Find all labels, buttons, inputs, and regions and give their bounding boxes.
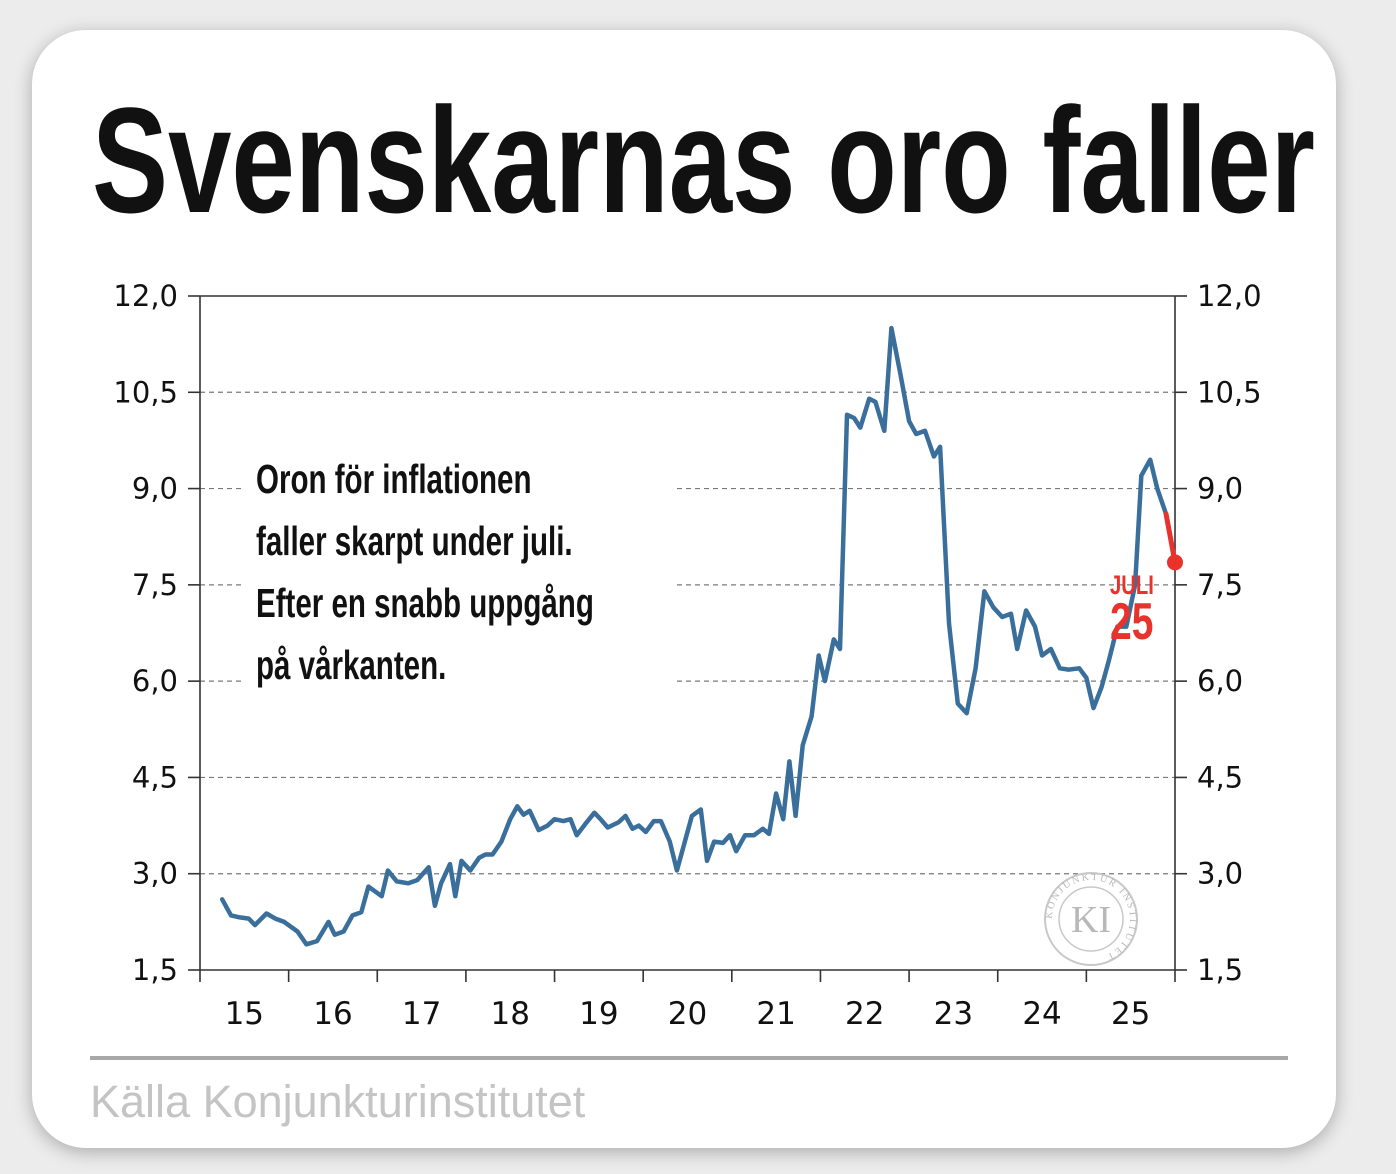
y-tick-labels-right: 1,5 3,0 4,5 6,0 7,5 9,0 10,5 12,0: [1197, 279, 1262, 987]
y-tick-label: 6,0: [1197, 664, 1243, 698]
footer-divider: [90, 1056, 1288, 1060]
annotation-background: [244, 440, 676, 708]
y-tick-label: 12,0: [113, 279, 178, 313]
annotation-line-2: faller skarpt under juli.: [256, 518, 573, 564]
x-tick-label: 23: [934, 996, 973, 1032]
series-line: [219, 325, 1169, 947]
annotation-line-1: Oron för inflationen: [256, 456, 532, 502]
x-tick-label: 21: [756, 996, 795, 1032]
x-tick-label: 19: [579, 996, 618, 1032]
y-tick-label: 7,5: [132, 568, 178, 602]
x-tick-label: 24: [1022, 996, 1061, 1032]
y-tick-label: 3,0: [1197, 857, 1243, 891]
x-tick-label: 17: [402, 996, 441, 1032]
y-tick-label: 1,5: [132, 953, 178, 987]
chart-title: Svenskarnas oro faller: [92, 76, 1315, 244]
ki-logo: KONJUNKTUR INSTITUTET KI: [1044, 872, 1138, 966]
gridlines: [200, 295, 1175, 875]
x-tick-label: 22: [845, 996, 884, 1032]
x-tick-label: 20: [668, 996, 707, 1032]
x-tick-label: 25: [1111, 996, 1150, 1032]
x-tick-labels: 15 16 17 18 19 20 21 22 23 24 25: [225, 996, 1151, 1032]
latest-point: [1167, 554, 1183, 571]
y-tick-label: 6,0: [132, 664, 178, 698]
source-label: Källa Konjunkturinstitutet: [90, 1076, 586, 1127]
y-tick-label: 10,5: [113, 375, 178, 409]
x-tick-label: 18: [491, 996, 530, 1032]
y-tick-label: 4,5: [132, 760, 178, 794]
line-chart: 1,5 3,0 4,5 6,0 7,5 9,0 10,5 12,0 1,5 3,0 4,5 6,0 7…: [113, 279, 1262, 1032]
axes: [188, 295, 1187, 982]
annotation-text: Oron för inflationen faller skarpt under…: [256, 448, 594, 696]
y-tick-label: 7,5: [1197, 568, 1243, 602]
logo-text: KI: [1071, 899, 1111, 941]
y-tick-labels-left: 1,5 3,0 4,5 6,0 7,5 9,0 10,5 12,0: [113, 279, 178, 987]
y-tick-label: 12,0: [1197, 279, 1262, 313]
y-tick-label: 1,5: [1197, 953, 1243, 987]
y-tick-label: 9,0: [1197, 472, 1243, 506]
y-tick-label: 3,0: [132, 857, 178, 891]
y-tick-label: 10,5: [1197, 375, 1262, 409]
marker-month-label: JULI: [1110, 570, 1154, 600]
x-tick-label: 16: [313, 996, 352, 1032]
y-tick-label: 4,5: [1197, 760, 1243, 794]
highlight-line: [1163, 511, 1178, 565]
x-tick-label: 15: [225, 996, 264, 1032]
marker-year-label: 25: [1110, 593, 1154, 651]
chart-card: Svenskarnas oro faller 1,5 3,0 4,5 6,0 7,5 9,…: [32, 30, 1336, 1148]
y-tick-label: 9,0: [132, 472, 178, 506]
annotation-line-4: på vårkanten.: [256, 642, 447, 688]
annotation-line-3: Efter en snabb uppgång: [256, 580, 594, 626]
series-lines: [219, 325, 1183, 947]
